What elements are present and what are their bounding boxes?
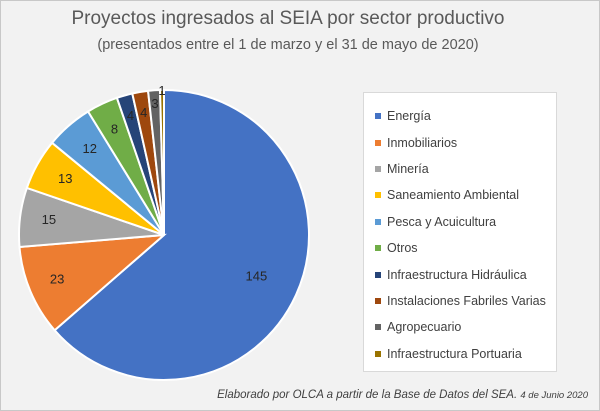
legend-label: Inmobiliarios xyxy=(387,135,458,150)
legend-item-inmobiliarios: Inmobiliarios xyxy=(375,129,556,155)
data-label-inmobiliarios: 23 xyxy=(50,272,64,287)
legend-swatch xyxy=(375,165,381,172)
data-label-saneamiento-ambiental: 13 xyxy=(58,171,72,186)
legend-label: Agropecuario xyxy=(387,320,462,335)
source-text: Elaborado por OLCA a partir de la Base d… xyxy=(217,389,518,401)
pie-slice-infraestructura-portuaria xyxy=(158,88,165,236)
legend-swatch xyxy=(375,271,381,278)
legend-item-infraestructura-hidraulica: Infraestructura Hidráulica xyxy=(375,261,556,287)
legend-swatch xyxy=(375,218,381,225)
pie-slice-inmobiliarios xyxy=(18,233,167,332)
legend-swatch xyxy=(375,139,381,146)
legend-item-mineria: Minería xyxy=(375,156,556,182)
legend-item-pesca-y-acuicultura: Pesca y Acuicultura xyxy=(375,209,556,235)
pie-slice-energia xyxy=(53,88,310,381)
legend-label: Infraestructura Hidráulica xyxy=(387,267,527,282)
legend-item-agropecuario: Agropecuario xyxy=(375,314,556,340)
legend-swatch xyxy=(375,192,381,199)
chart-subtitle: (presentados entre el 1 de marzo y el 31… xyxy=(97,37,479,53)
source-date: 4 de Junio 2020 xyxy=(520,390,588,401)
chart-title: Proyectos ingresados al SEIA por sector … xyxy=(71,8,505,29)
legend-label: Pesca y Acuicultura xyxy=(387,214,497,229)
legend-item-infraestructura-portuaria: Infraestructura Portuaria xyxy=(375,341,556,367)
legend-swatch xyxy=(375,350,381,357)
data-label-agropecuario: 3 xyxy=(151,96,158,111)
data-label-pesca-y-acuicultura: 12 xyxy=(82,141,96,156)
data-label-infraestructura-portuaria: 1 xyxy=(158,83,165,98)
legend-label: Saneamiento Ambiental xyxy=(387,188,520,203)
legend-label: Minería xyxy=(387,161,429,176)
legend-label: Energía xyxy=(387,109,431,124)
legend-item-energia: Energía xyxy=(375,103,556,129)
legend-label: Instalaciones Fabriles Varias xyxy=(387,293,546,308)
legend-item-otros: Otros xyxy=(375,235,556,261)
legend: Energía Inmobiliarios Minería Saneamiento A… xyxy=(363,92,557,372)
data-label-energia: 145 xyxy=(246,268,268,283)
data-label-infraestructura-hidraulica: 4 xyxy=(127,108,134,123)
data-label-otros: 8 xyxy=(111,122,118,137)
legend-label: Otros xyxy=(387,241,418,256)
legend-label: Infraestructura Portuaria xyxy=(387,346,522,361)
legend-item-saneamiento-ambiental: Saneamiento Ambiental xyxy=(375,182,556,208)
legend-item-instalaciones-fabriles-varias: Instalaciones Fabriles Varias xyxy=(375,288,556,314)
source-note: Elaborado por OLCA a partir de la Base d… xyxy=(0,389,588,401)
legend-swatch xyxy=(375,245,381,252)
legend-swatch xyxy=(375,297,381,304)
data-label-mineria: 15 xyxy=(42,212,56,227)
legend-swatch xyxy=(375,324,381,331)
data-label-instalaciones-fabriles-varias: 4 xyxy=(140,105,147,120)
legend-swatch xyxy=(375,113,381,120)
